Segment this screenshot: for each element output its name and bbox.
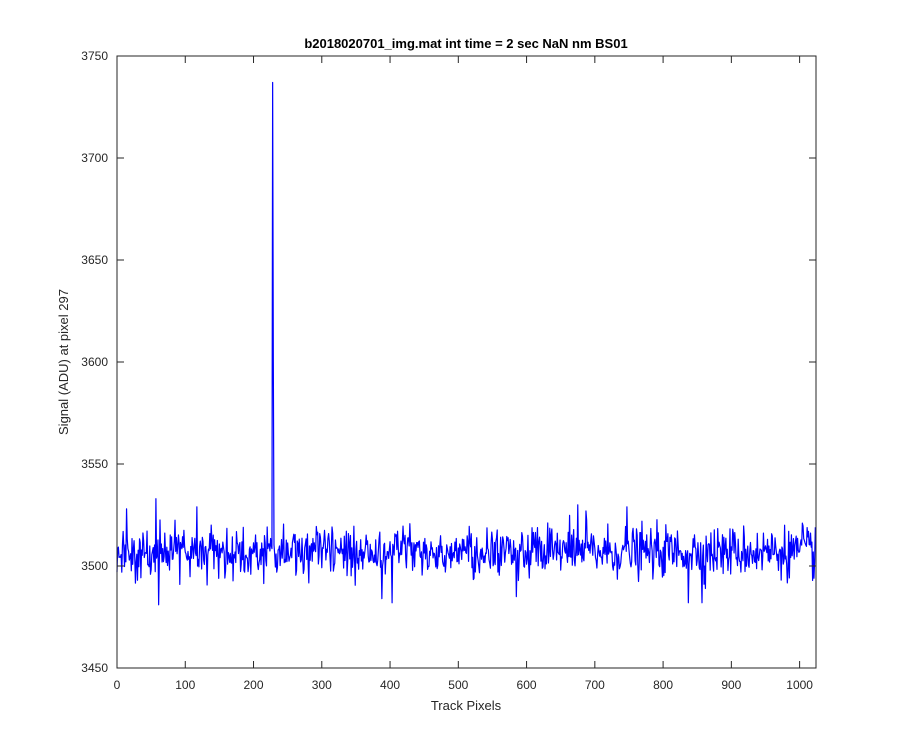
tick-layer: 0 100 200 300 400 500 600 700 800 900 1000 3450 3500…	[81, 49, 816, 692]
y-tick-label: 3750	[81, 49, 108, 63]
x-tick-label: 700	[585, 678, 605, 692]
x-tick-label: 100	[175, 678, 195, 692]
y-tick-label: 3650	[81, 253, 108, 267]
x-tick-label: 0	[114, 678, 121, 692]
x-tick-label: 600	[517, 678, 537, 692]
y-tick-label: 3450	[81, 661, 108, 675]
x-tick-label: 400	[380, 678, 400, 692]
y-tick-label: 3600	[81, 355, 108, 369]
y-tick-label: 3550	[81, 457, 108, 471]
x-tick-label: 300	[312, 678, 332, 692]
x-tick-label: 900	[721, 678, 741, 692]
y-tick-label: 3700	[81, 151, 108, 165]
axes-background	[117, 56, 816, 668]
x-tick-label: 200	[244, 678, 264, 692]
signal-series-line	[116, 81, 816, 606]
chart-title: b2018020701_img.mat int time = 2 sec NaN…	[304, 36, 627, 51]
y-axis-label: Signal (ADU) at pixel 297	[56, 289, 71, 435]
y-tick-label: 3500	[81, 559, 108, 573]
series-layer	[116, 81, 816, 606]
x-axis-label: Track Pixels	[431, 698, 502, 713]
x-tick-label: 800	[653, 678, 673, 692]
x-tick-label: 500	[448, 678, 468, 692]
x-tick-label: 1000	[786, 678, 813, 692]
